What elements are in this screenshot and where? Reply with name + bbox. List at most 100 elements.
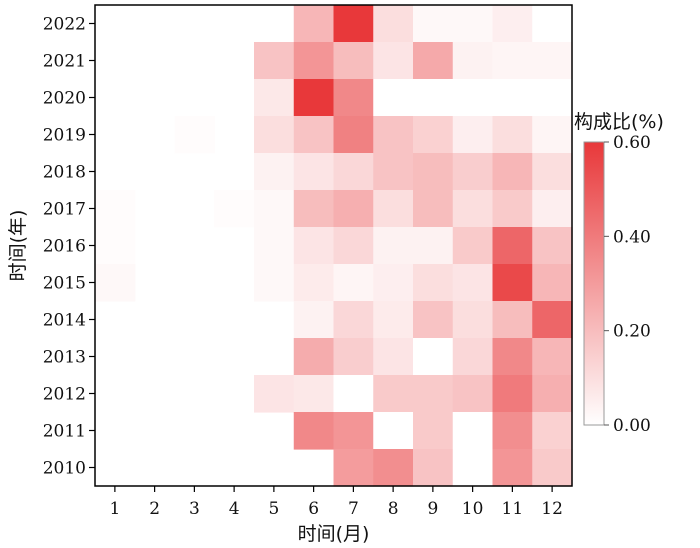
y-tick-label: 2020	[43, 89, 86, 109]
heatmap-cell	[492, 301, 533, 339]
heatmap-cell	[413, 264, 454, 302]
y-tick-label: 2016	[43, 237, 86, 257]
colorbar: 构成比(%) 0.00 0.20 0.40 0.60	[574, 111, 664, 436]
heatmap-cell	[413, 412, 454, 450]
colorbar-tick-label: 0.00	[613, 416, 651, 436]
heatmap-cell	[373, 412, 414, 450]
heatmap-cell	[492, 79, 533, 117]
heatmap-cell	[373, 227, 414, 265]
heatmap-cell	[413, 375, 454, 413]
colorbar-ticks: 0.00 0.20 0.40 0.60	[604, 133, 651, 436]
heatmap-cell	[413, 5, 454, 43]
heatmap-cell	[532, 79, 573, 117]
colorbar-tick-label: 0.20	[613, 322, 651, 342]
heatmap-cell	[532, 42, 573, 80]
heatmap-cells	[95, 5, 573, 487]
heatmap-cell	[452, 227, 494, 265]
heatmap-cell	[95, 227, 136, 265]
heatmap-cell	[333, 5, 374, 43]
heatmap-cell	[254, 116, 295, 154]
y-tick-label: 2013	[43, 348, 86, 368]
heatmap-cell	[413, 153, 454, 191]
x-axis-ticks: 1 2 3 4 5 6 7 8 9 10 11 12	[109, 486, 563, 519]
heatmap-cell	[373, 264, 414, 302]
heatmap-cell	[333, 153, 374, 191]
heatmap-cell	[333, 449, 374, 487]
heatmap-cell	[452, 190, 494, 228]
x-tick-label: 2	[149, 499, 160, 519]
y-tick-label: 2014	[43, 311, 86, 331]
y-axis-ticks: 2022 2021 2020 2019 2018 2017 2016 2015 2014 2013…	[43, 15, 95, 479]
heatmap-cell	[452, 5, 494, 43]
heatmap-cell	[293, 301, 335, 339]
heatmap-cell	[293, 412, 335, 450]
colorbar-tick-label: 0.60	[613, 133, 651, 153]
x-tick-label: 1	[109, 499, 120, 519]
y-tick-label: 2011	[43, 422, 86, 442]
heatmap-cell	[254, 79, 295, 117]
heatmap-cell	[452, 79, 494, 117]
heatmap-cell	[333, 301, 374, 339]
heatmap-cell	[333, 264, 374, 302]
x-tick-label: 8	[388, 499, 399, 519]
heatmap-cell	[413, 449, 454, 487]
heatmap-cell	[452, 301, 494, 339]
heatmap-cell	[492, 412, 533, 450]
heatmap-cell	[413, 190, 454, 228]
heatmap-cell	[293, 375, 335, 413]
heatmap-cell	[214, 190, 255, 228]
heatmap-cell	[413, 42, 454, 80]
heatmap-cell	[293, 42, 335, 80]
y-tick-label: 2019	[43, 126, 86, 146]
heatmap-cell	[492, 42, 533, 80]
x-tick-label: 3	[189, 499, 200, 519]
heatmap-cell	[452, 153, 494, 191]
y-axis-title: 时间(年)	[7, 210, 29, 282]
heatmap-cell	[293, 153, 335, 191]
heatmap-cell	[373, 449, 414, 487]
y-tick-label: 2010	[43, 459, 86, 479]
y-tick-label: 2015	[43, 274, 86, 294]
x-tick-label: 6	[308, 499, 319, 519]
y-tick-label: 2012	[43, 385, 86, 405]
heatmap-cell	[413, 227, 454, 265]
heatmap-cell	[532, 301, 573, 339]
heatmap-cell	[373, 42, 414, 80]
heatmap-cell	[333, 190, 374, 228]
heatmap-cell	[373, 5, 414, 43]
heatmap-cell	[532, 153, 573, 191]
heatmap-cell	[293, 264, 335, 302]
heatmap-cell	[532, 190, 573, 228]
heatmap-cell	[492, 227, 533, 265]
y-tick-label: 2022	[43, 15, 86, 35]
x-tick-label: 9	[427, 499, 438, 519]
heatmap-cell	[373, 301, 414, 339]
heatmap-cell	[452, 42, 494, 80]
heatmap-cell	[254, 227, 295, 265]
heatmap-cell	[492, 190, 533, 228]
heatmap-cell	[492, 449, 533, 487]
x-tick-label: 4	[229, 499, 240, 519]
heatmap-cell	[492, 264, 533, 302]
heatmap-cell	[492, 153, 533, 191]
heatmap-cell	[254, 42, 295, 80]
heatmap-cell	[254, 153, 295, 191]
heatmap-cell	[293, 79, 335, 117]
heatmap-cell	[492, 375, 533, 413]
heatmap-cell	[373, 190, 414, 228]
heatmap-cell	[532, 264, 573, 302]
heatmap-cell	[492, 5, 533, 43]
heatmap-cell	[373, 153, 414, 191]
heatmap-cell	[293, 338, 335, 376]
heatmap-cell	[373, 116, 414, 154]
heatmap-cell	[333, 227, 374, 265]
heatmap-cell	[293, 116, 335, 154]
heatmap-cell	[293, 227, 335, 265]
heatmap-cell	[254, 264, 295, 302]
heatmap-cell	[413, 116, 454, 154]
x-axis-title: 时间(月)	[298, 523, 370, 545]
heatmap-cell	[452, 412, 494, 450]
x-tick-label: 5	[268, 499, 279, 519]
heatmap-cell	[452, 264, 494, 302]
heatmap-cell	[452, 449, 494, 487]
